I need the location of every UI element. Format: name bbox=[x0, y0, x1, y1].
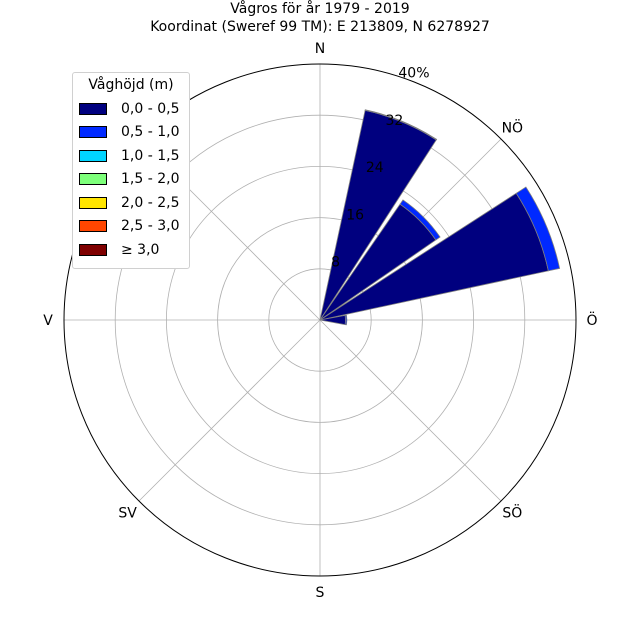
direction-label: N bbox=[315, 41, 325, 57]
legend-swatch bbox=[79, 220, 107, 233]
direction-label: SÖ bbox=[502, 503, 522, 521]
legend-label: 2,5 - 3,0 bbox=[121, 218, 180, 235]
legend-swatch bbox=[79, 243, 107, 256]
legend-item: 0,0 - 0,5 bbox=[73, 97, 189, 121]
rose-bar bbox=[364, 109, 438, 141]
direction-label: SV bbox=[118, 505, 137, 521]
chart-title-block: Vågros för år 1979 - 2019 Koordinat (Swe… bbox=[0, 0, 640, 36]
direction-label: V bbox=[43, 313, 53, 329]
legend-label: 0,5 - 1,0 bbox=[121, 124, 180, 141]
rose-bar bbox=[344, 314, 348, 326]
legend-label: ≥ 3,0 bbox=[121, 241, 160, 258]
legend-label: 0,0 - 0,5 bbox=[121, 100, 180, 117]
legend-swatch bbox=[79, 102, 107, 115]
grid-spoke bbox=[138, 319, 321, 502]
radial-tick-label: 8 bbox=[331, 255, 340, 271]
grid-spoke bbox=[319, 319, 502, 502]
direction-label: S bbox=[316, 585, 325, 601]
chart-subtitle: Koordinat (Sweref 99 TM): E 213809, N 62… bbox=[150, 19, 490, 35]
legend-swatch bbox=[79, 149, 107, 162]
outer-ring bbox=[63, 63, 577, 577]
legend-title: Våghöjd (m) bbox=[88, 77, 174, 93]
legend-item: 0,5 - 1,0 bbox=[73, 121, 189, 145]
legend-label: 2,0 - 2,5 bbox=[121, 194, 180, 211]
radial-tick-label: 32 bbox=[385, 113, 403, 129]
radial-tick-label: 16 bbox=[346, 207, 364, 223]
legend-item: 1,0 - 1,5 bbox=[73, 144, 189, 168]
chart-title: Vågros för år 1979 - 2019 bbox=[230, 1, 410, 17]
legend: Våghöjd (m) 0,0 - 0,5 0,5 - 1,0 1,0 - 1,5 1… bbox=[72, 72, 190, 269]
rose-bar bbox=[515, 186, 561, 272]
legend-item: 1,5 - 2,0 bbox=[73, 168, 189, 192]
legend-item: 2,0 - 2,5 bbox=[73, 191, 189, 215]
direction-label: Ö bbox=[586, 311, 597, 329]
rose-bar bbox=[399, 199, 441, 241]
legend-swatch bbox=[79, 196, 107, 209]
legend-swatch bbox=[79, 173, 107, 186]
legend-label: 1,0 - 1,5 bbox=[121, 147, 180, 164]
radial-tick-label: 24 bbox=[366, 160, 384, 176]
legend-label: 1,5 - 2,0 bbox=[121, 171, 180, 188]
legend-item: 2,5 - 3,0 bbox=[73, 215, 189, 239]
direction-label: NÖ bbox=[502, 119, 524, 137]
radial-tick-label: 40% bbox=[398, 65, 429, 81]
legend-item: ≥ 3,0 bbox=[73, 238, 189, 262]
legend-swatch bbox=[79, 126, 107, 139]
